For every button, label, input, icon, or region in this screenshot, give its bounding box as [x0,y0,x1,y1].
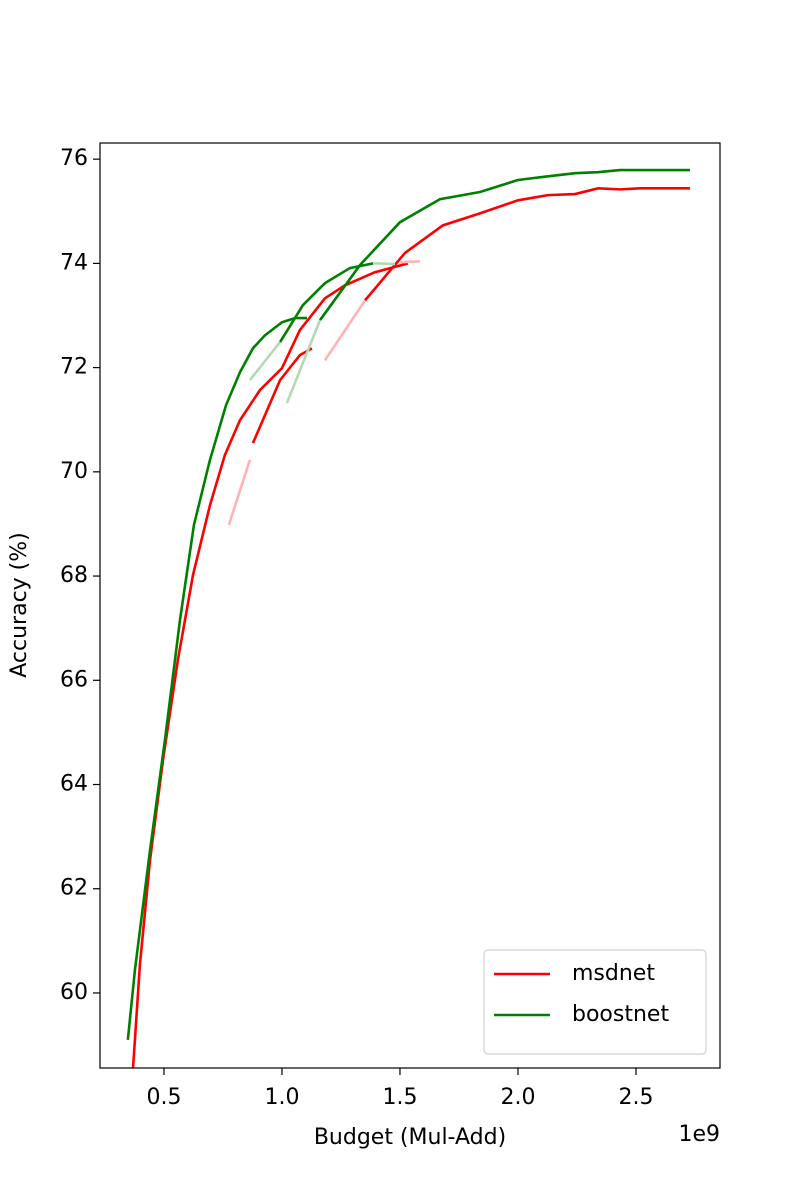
x-tick-label: 1.0 [264,1085,299,1110]
series-line [318,168,691,321]
series-line [251,347,313,444]
series-line [323,299,367,362]
y-tick-label: 66 [60,667,88,692]
x-axis-label: Budget (Mul-Add) [314,1125,506,1150]
x-offset-label: 1e9 [678,1122,720,1147]
legend-label: msdnet [572,961,655,986]
axes-frame [99,142,721,1069]
y-tick-label: 72 [60,355,88,380]
x-tick-label: 2.5 [618,1085,653,1110]
plot-area [126,168,691,1069]
y-tick-label: 62 [60,876,88,901]
series-line [399,259,421,264]
y-tick-label: 64 [60,772,88,797]
series-line [285,319,322,404]
series-line [126,316,307,1040]
series-line [248,341,282,381]
y-tick-label: 70 [60,459,88,484]
y-axis-label: Accuracy (%) [7,532,32,678]
legend-box [483,949,707,1055]
y-tick-label: 76 [60,146,88,171]
series-line [373,262,396,266]
x-tick-label: 0.5 [146,1085,181,1110]
series-line [227,459,252,526]
x-tick-label: 1.5 [382,1085,417,1110]
series-line [364,187,691,302]
y-tick-label: 68 [60,563,88,588]
legend: msdnet boostnet [483,949,707,1055]
y-tick-label: 60 [60,980,88,1005]
x-tick-label: 2.0 [500,1085,535,1110]
y-tick-label: 74 [60,250,88,275]
legend-label: boostnet [572,1002,669,1027]
